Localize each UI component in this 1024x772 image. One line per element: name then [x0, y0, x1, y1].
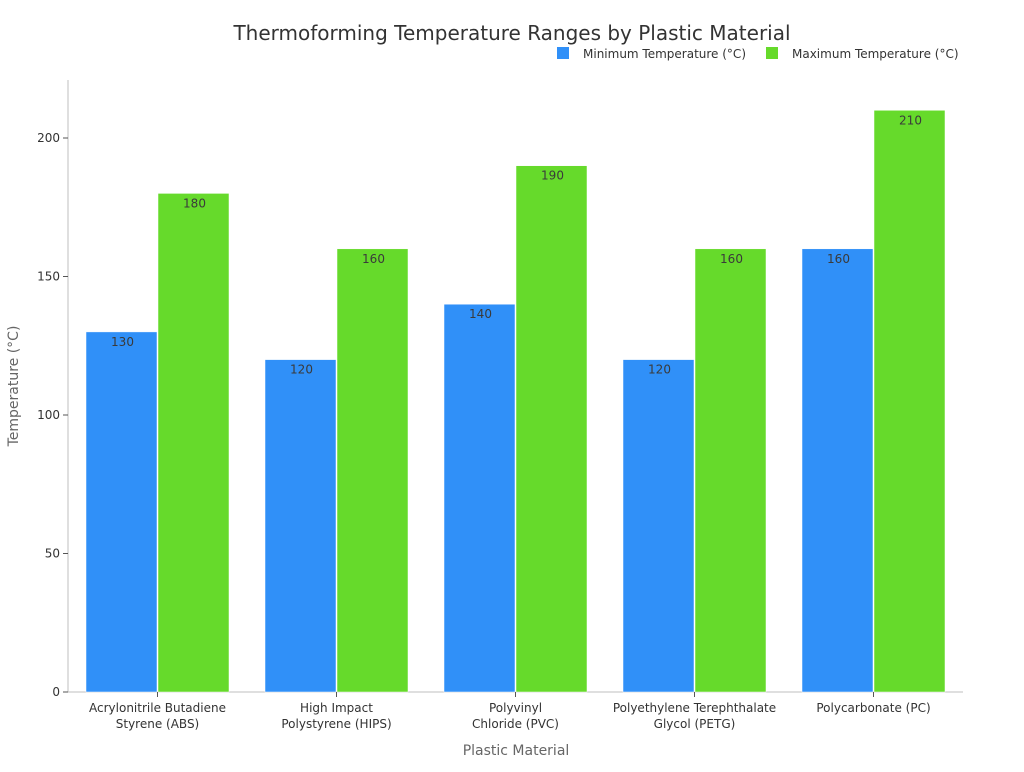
y-tick-label: 50: [45, 547, 60, 561]
data-label: 160: [362, 252, 385, 266]
x-tick-label: Polycarbonate (PC): [816, 701, 930, 715]
data-label: 140: [469, 307, 492, 321]
bar: [264, 359, 337, 693]
y-axis-label: Temperature (°C): [6, 326, 22, 448]
x-tick-label: Polyvinyl: [489, 701, 542, 715]
legend: Minimum Temperature (°C) Maximum Temperat…: [557, 47, 959, 61]
data-label: 120: [290, 363, 313, 377]
y-tick-label: 100: [37, 408, 60, 422]
y-tick-labels: 0 50 100 150 200: [37, 131, 68, 699]
legend-swatch: [557, 47, 569, 59]
data-labels: 130 180 120 160 140 190 120 160 160 210: [111, 113, 922, 376]
y-tick-label: 200: [37, 131, 60, 145]
bar: [336, 248, 409, 693]
bar: [801, 248, 874, 693]
y-tick-label: 0: [52, 685, 60, 699]
bar: [694, 248, 767, 693]
x-tick-label: Polystyrene (HIPS): [281, 717, 391, 731]
data-label: 160: [720, 252, 743, 266]
data-label: 130: [111, 335, 134, 349]
data-label: 160: [827, 252, 850, 266]
x-tick-label: Chloride (PVC): [472, 717, 559, 731]
legend-label: Minimum Temperature (°C): [583, 47, 746, 61]
x-tick-label: Acrylonitrile Butadiene: [89, 701, 226, 715]
x-tick-label: Styrene (ABS): [116, 717, 200, 731]
bar: [443, 303, 516, 693]
data-label: 210: [899, 113, 922, 127]
chart-title: Thermoforming Temperature Ranges by Plas…: [232, 21, 790, 45]
legend-label: Maximum Temperature (°C): [792, 47, 959, 61]
legend-swatch: [766, 47, 778, 59]
bars: [85, 110, 946, 693]
x-tick-label: Glycol (PETG): [654, 717, 736, 731]
bar: [515, 165, 588, 693]
x-tick-label: Polyethylene Terephthalate: [613, 701, 776, 715]
bar: [157, 193, 230, 693]
bar: [873, 110, 946, 693]
data-label: 120: [648, 363, 671, 377]
x-tick-labels: Acrylonitrile Butadiene Styrene (ABS) High…: [89, 692, 931, 731]
x-axis-label: Plastic Material: [463, 743, 570, 759]
y-tick-label: 150: [37, 270, 60, 284]
x-tick-label: High Impact: [300, 701, 373, 715]
bar: [622, 359, 695, 693]
data-label: 190: [541, 169, 564, 183]
data-label: 180: [183, 196, 206, 210]
bar: [85, 331, 158, 693]
